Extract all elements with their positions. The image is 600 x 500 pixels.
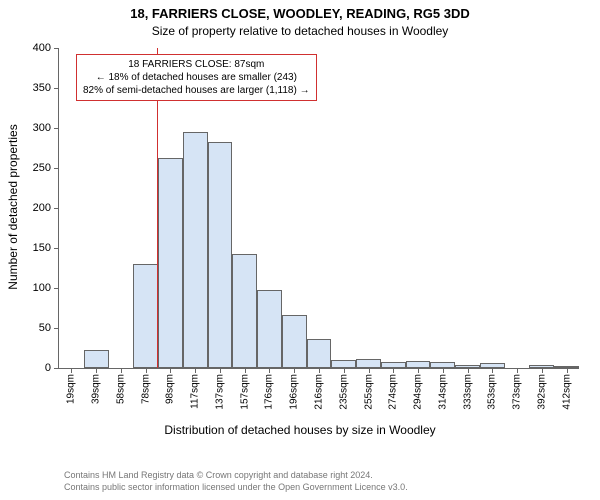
x-tick bbox=[245, 368, 246, 373]
x-tick bbox=[344, 368, 345, 373]
x-tick-label: 373sqm bbox=[512, 374, 523, 410]
x-tick bbox=[468, 368, 469, 373]
x-tick-label: 314sqm bbox=[437, 374, 448, 410]
x-tick bbox=[319, 368, 320, 373]
x-tick bbox=[517, 368, 518, 373]
y-tick bbox=[54, 128, 59, 129]
x-tick-label: 58sqm bbox=[115, 374, 126, 404]
x-tick bbox=[220, 368, 221, 373]
histogram-bar bbox=[232, 254, 257, 368]
y-tick-label: 150 bbox=[33, 242, 51, 254]
x-tick-label: 255sqm bbox=[363, 374, 374, 410]
x-axis-label: Distribution of detached houses by size … bbox=[0, 423, 600, 437]
y-tick bbox=[54, 48, 59, 49]
x-tick-label: 333sqm bbox=[462, 374, 473, 410]
x-tick-label: 98sqm bbox=[165, 374, 176, 404]
x-tick-label: 196sqm bbox=[289, 374, 300, 410]
y-tick-label: 250 bbox=[33, 162, 51, 174]
annotation-line: ← 18% of detached houses are smaller (24… bbox=[83, 71, 310, 84]
chart-subtitle: Size of property relative to detached ho… bbox=[0, 24, 600, 38]
y-tick-label: 400 bbox=[33, 42, 51, 54]
y-axis-label: Number of detached properties bbox=[6, 107, 20, 307]
histogram-bar bbox=[257, 290, 282, 368]
y-tick bbox=[54, 248, 59, 249]
x-tick bbox=[567, 368, 568, 373]
x-tick bbox=[369, 368, 370, 373]
y-tick-label: 100 bbox=[33, 282, 51, 294]
x-tick-label: 19sqm bbox=[66, 374, 77, 404]
histogram-bar bbox=[208, 142, 233, 368]
footer-line-2: Contains public sector information licen… bbox=[64, 482, 408, 494]
y-tick-label: 0 bbox=[45, 362, 51, 374]
x-tick bbox=[96, 368, 97, 373]
attribution-footer: Contains HM Land Registry data © Crown c… bbox=[64, 470, 408, 493]
x-tick-label: 412sqm bbox=[561, 374, 572, 410]
x-tick-label: 137sqm bbox=[214, 374, 225, 410]
annotation-box: 18 FARRIERS CLOSE: 87sqm← 18% of detache… bbox=[76, 54, 317, 101]
x-tick bbox=[492, 368, 493, 373]
histogram-bar bbox=[307, 339, 332, 368]
y-tick-label: 300 bbox=[33, 122, 51, 134]
y-tick bbox=[54, 168, 59, 169]
histogram-bar bbox=[158, 158, 183, 368]
chart-container: 18, FARRIERS CLOSE, WOODLEY, READING, RG… bbox=[0, 0, 600, 500]
x-tick bbox=[418, 368, 419, 373]
y-tick bbox=[54, 88, 59, 89]
histogram-bar bbox=[133, 264, 158, 368]
x-tick bbox=[195, 368, 196, 373]
histogram-bar bbox=[356, 359, 381, 368]
x-tick bbox=[71, 368, 72, 373]
x-tick-label: 216sqm bbox=[314, 374, 325, 410]
x-tick bbox=[393, 368, 394, 373]
footer-line-1: Contains HM Land Registry data © Crown c… bbox=[64, 470, 408, 482]
x-tick-label: 353sqm bbox=[487, 374, 498, 410]
histogram-bar bbox=[406, 361, 431, 368]
x-tick bbox=[443, 368, 444, 373]
annotation-line: 82% of semi-detached houses are larger (… bbox=[83, 84, 310, 97]
y-tick-label: 350 bbox=[33, 82, 51, 94]
x-tick-label: 235sqm bbox=[338, 374, 349, 410]
annotation-line: 18 FARRIERS CLOSE: 87sqm bbox=[83, 58, 310, 71]
histogram-bar bbox=[84, 350, 109, 368]
y-tick bbox=[54, 368, 59, 369]
x-tick-label: 392sqm bbox=[536, 374, 547, 410]
x-tick bbox=[294, 368, 295, 373]
y-tick-label: 50 bbox=[39, 322, 51, 334]
x-tick-label: 78sqm bbox=[140, 374, 151, 404]
x-tick bbox=[146, 368, 147, 373]
y-tick bbox=[54, 288, 59, 289]
x-tick-label: 117sqm bbox=[190, 374, 201, 409]
histogram-bar bbox=[331, 360, 356, 368]
y-tick-label: 200 bbox=[33, 202, 51, 214]
x-tick-label: 176sqm bbox=[264, 374, 275, 410]
y-tick bbox=[54, 208, 59, 209]
x-tick-label: 39sqm bbox=[91, 374, 102, 404]
x-tick bbox=[542, 368, 543, 373]
x-tick bbox=[121, 368, 122, 373]
y-tick bbox=[54, 328, 59, 329]
x-tick-label: 294sqm bbox=[413, 374, 424, 410]
histogram-bar bbox=[282, 315, 307, 368]
chart-title-address: 18, FARRIERS CLOSE, WOODLEY, READING, RG… bbox=[0, 6, 600, 21]
x-tick bbox=[170, 368, 171, 373]
histogram-bar bbox=[183, 132, 208, 368]
x-tick bbox=[269, 368, 270, 373]
x-tick-label: 157sqm bbox=[239, 374, 250, 410]
x-tick-label: 274sqm bbox=[388, 374, 399, 410]
